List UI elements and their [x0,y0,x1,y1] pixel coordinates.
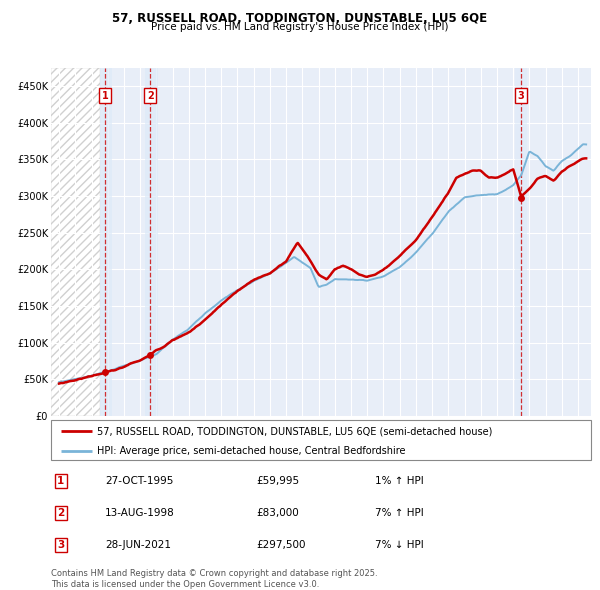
Text: £83,000: £83,000 [256,508,299,518]
Text: 28-JUN-2021: 28-JUN-2021 [105,540,171,550]
Text: HPI: Average price, semi-detached house, Central Bedfordshire: HPI: Average price, semi-detached house,… [97,445,406,455]
Text: 1: 1 [101,91,108,101]
Text: 2: 2 [57,508,64,518]
Text: 7% ↓ HPI: 7% ↓ HPI [375,540,424,550]
Bar [51,68,100,416]
Text: 2: 2 [147,91,154,101]
Text: 3: 3 [518,91,524,101]
Text: 27-OCT-1995: 27-OCT-1995 [105,476,173,486]
Bar [145,68,158,416]
Text: 1% ↑ HPI: 1% ↑ HPI [375,476,424,486]
Bar [515,68,527,416]
Text: 57, RUSSELL ROAD, TODDINGTON, DUNSTABLE, LU5 6QE: 57, RUSSELL ROAD, TODDINGTON, DUNSTABLE,… [112,12,488,25]
Text: 1: 1 [57,476,64,486]
Text: £297,500: £297,500 [256,540,306,550]
Bar [100,68,112,416]
Text: Price paid vs. HM Land Registry's House Price Index (HPI): Price paid vs. HM Land Registry's House … [151,22,449,32]
Text: 7% ↑ HPI: 7% ↑ HPI [375,508,424,518]
Text: Contains HM Land Registry data © Crown copyright and database right 2025.
This d: Contains HM Land Registry data © Crown c… [51,569,377,589]
Text: 3: 3 [57,540,64,550]
Text: £59,995: £59,995 [256,476,299,486]
Text: 13-AUG-1998: 13-AUG-1998 [105,508,175,518]
Text: 57, RUSSELL ROAD, TODDINGTON, DUNSTABLE, LU5 6QE (semi-detached house): 57, RUSSELL ROAD, TODDINGTON, DUNSTABLE,… [97,427,492,437]
